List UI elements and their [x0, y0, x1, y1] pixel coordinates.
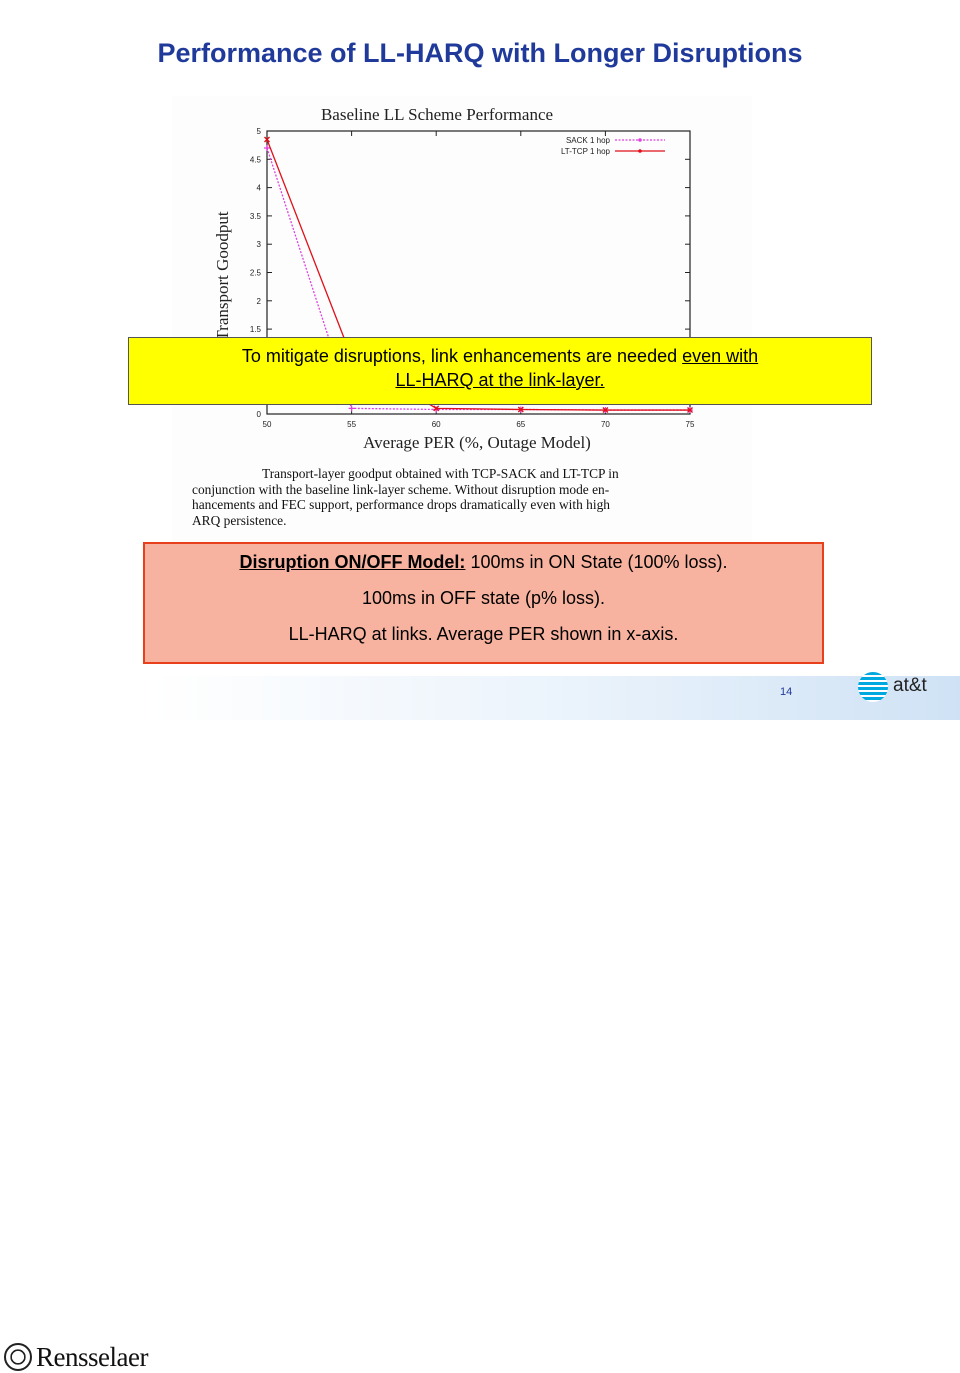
- caption-line-3: hancements and FEC support, performance …: [192, 497, 610, 512]
- page-number: 14: [780, 686, 793, 698]
- legend-label: LT-TCP 1 hop: [561, 147, 611, 156]
- model-line-1: Disruption ON/OFF Model: 100ms in ON Sta…: [145, 544, 822, 580]
- x-tick-label: 55: [347, 420, 356, 429]
- footer-bar: [150, 676, 960, 720]
- data-point: [433, 405, 440, 412]
- caption-line-4: ARQ persistence.: [192, 512, 287, 528]
- goodput-chart: Baseline LL Scheme Performance 50 55 60 65 7…: [213, 105, 695, 452]
- att-wordmark: at&t: [893, 675, 927, 696]
- model-label: Disruption ON/OFF Model:: [239, 552, 466, 572]
- x-tick-label: 60: [432, 420, 441, 429]
- chart-title: Baseline LL Scheme Performance: [321, 105, 553, 124]
- x-tick-label: 65: [516, 420, 525, 429]
- disruption-model-box: Disruption ON/OFF Model: 100ms in ON Sta…: [143, 542, 824, 664]
- callout-emphasis-1: even with: [682, 346, 759, 366]
- x-axis-label: Average PER (%, Outage Model): [363, 433, 591, 452]
- y-tick-label: 0: [257, 410, 262, 419]
- x-tick-label: 50: [263, 420, 272, 429]
- y-tick-label: 5: [257, 127, 262, 136]
- y-tick-label: 4: [257, 184, 262, 193]
- data-point: [264, 136, 270, 143]
- rensselaer-seal-icon: [4, 1343, 32, 1371]
- caption-line-2: conjunction with the baseline link-layer…: [192, 481, 610, 497]
- series-line-2: [266, 139, 690, 411]
- y-tick-label: 2: [257, 297, 262, 306]
- callout-box: To mitigate disruptions, link enhancemen…: [128, 337, 872, 405]
- caption-line-1: Transport-layer goodput obtained with TC…: [262, 466, 619, 481]
- data-point: [687, 407, 693, 414]
- callout-emphasis-2: LL-HARQ at the link-layer.: [395, 370, 605, 390]
- legend-marker: [638, 149, 642, 153]
- x-tick-label: 70: [601, 420, 610, 429]
- y-tick-label: 1.5: [250, 325, 262, 334]
- data-point: [348, 405, 355, 412]
- model-line-1-text: 100ms in ON State (100% loss).: [465, 552, 728, 572]
- rensselaer-wordmark: Rensselaer: [36, 1342, 148, 1372]
- data-point: [264, 144, 270, 151]
- figure-panel: Baseline LL Scheme Performance 50 55 60 65 7…: [172, 96, 752, 546]
- att-globe-icon: [858, 672, 888, 702]
- data-point: [602, 407, 609, 414]
- figure-caption: Transport-layer goodput obtained with TC…: [192, 466, 737, 528]
- y-tick-label: 3: [257, 240, 262, 249]
- model-line-3: LL-HARQ at links. Average PER shown in x…: [288, 624, 679, 644]
- legend-marker: [638, 138, 642, 142]
- y-axis-label: Transport Goodput: [213, 211, 232, 341]
- y-tick-label: 4.5: [250, 155, 262, 164]
- x-tick-label: 75: [686, 420, 695, 429]
- legend-label: SACK 1 hop: [566, 136, 611, 145]
- y-tick-label: 3.5: [250, 212, 262, 221]
- slide-title: Performance of LL-HARQ with Longer Disru…: [157, 38, 803, 68]
- data-point: [517, 406, 524, 413]
- callout-text: To mitigate disruptions, link enhancemen…: [241, 346, 683, 366]
- rensselaer-logo: Rensselaer: [0, 670, 150, 1372]
- model-line-2: 100ms in OFF state (p% loss).: [361, 588, 606, 608]
- y-tick-label: 2.5: [250, 269, 262, 278]
